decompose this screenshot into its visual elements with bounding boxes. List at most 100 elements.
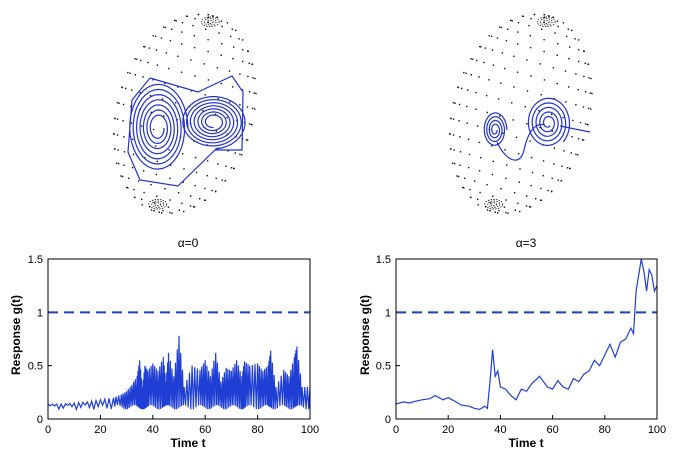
sphere-dot xyxy=(194,75,196,77)
sphere-dot xyxy=(543,21,545,24)
sphere-dot xyxy=(204,199,206,201)
sphere-pole-ring xyxy=(490,202,498,207)
sphere-dot xyxy=(127,71,129,74)
sphere-dot xyxy=(154,35,157,38)
sphere-dot xyxy=(524,106,526,108)
sphere-dot xyxy=(540,199,542,201)
sphere-dot xyxy=(169,177,171,180)
sphere-dot xyxy=(547,189,549,192)
sphere-dot xyxy=(553,97,555,100)
attractor-sphere-right xyxy=(449,13,593,214)
sphere-dot xyxy=(217,97,219,100)
sphere-dot xyxy=(459,151,462,153)
sphere-dot xyxy=(456,175,458,177)
sphere-dot xyxy=(577,60,580,63)
sphere-dot xyxy=(470,74,472,76)
response-series xyxy=(395,258,658,411)
sphere-dot xyxy=(169,39,172,42)
sphere-dot xyxy=(121,175,124,178)
sphere-dot xyxy=(194,184,196,187)
sphere-dot xyxy=(225,165,227,167)
sphere-dot xyxy=(221,179,223,181)
sphere-dot xyxy=(498,209,500,212)
sphere-dot xyxy=(497,212,499,214)
sphere-dot xyxy=(567,28,569,30)
sphere-dot xyxy=(541,28,543,30)
sphere-dot xyxy=(475,91,477,94)
sphere-dot xyxy=(557,179,559,181)
sphere-dot xyxy=(507,212,509,214)
sphere-dot xyxy=(528,24,530,27)
sphere-dot xyxy=(505,39,508,42)
sphere-dot xyxy=(168,67,170,70)
sphere-dot xyxy=(131,89,133,91)
sphere-dot xyxy=(452,134,455,136)
sphere-dot xyxy=(514,209,516,211)
sphere-dot xyxy=(539,126,541,129)
response-plot-alpha0: α=0 0 20 40 60 80 100 0 0.5 1 1.5 Time t Response… xyxy=(9,236,319,450)
sphere-dot xyxy=(254,108,256,110)
sphere-dot xyxy=(116,162,118,164)
x-axis-label: Time t xyxy=(170,436,205,450)
sphere-dot xyxy=(560,180,563,182)
sphere-dot xyxy=(255,92,257,95)
sphere-dot xyxy=(118,102,120,104)
sphere-dot xyxy=(543,79,546,81)
sphere-dot xyxy=(235,29,237,31)
sphere-dot xyxy=(238,38,240,40)
sphere-dot xyxy=(491,145,493,147)
sphere-pole-ring xyxy=(539,18,553,26)
sphere-dot xyxy=(175,20,177,22)
sphere-dot xyxy=(163,26,165,28)
sphere-dot xyxy=(150,209,153,211)
sphere-dot xyxy=(160,37,163,39)
sphere-dot xyxy=(197,13,200,16)
sphere-dot xyxy=(486,111,488,114)
sphere-pole-ring xyxy=(200,16,220,28)
sphere-dot xyxy=(131,138,134,140)
sphere-dot xyxy=(587,107,590,110)
sphere-dot xyxy=(513,55,515,57)
sphere-dot xyxy=(163,115,165,117)
sphere-dot xyxy=(578,49,580,51)
sphere-dot xyxy=(510,19,512,21)
sphere-dot xyxy=(543,14,545,16)
x-tick-label: 40 xyxy=(494,424,506,436)
sphere-dot xyxy=(517,153,520,155)
sphere-dot xyxy=(204,94,206,96)
sphere-dot xyxy=(469,188,471,191)
sphere-dot xyxy=(583,75,585,78)
sphere-dot xyxy=(459,136,461,138)
sphere-dot xyxy=(148,47,150,49)
sphere-dot xyxy=(251,63,254,65)
response-plot-alpha3: α=3 0 20 40 60 80 100 0 0.5 1 1.5 Time t Response… xyxy=(358,236,666,450)
sphere-dot xyxy=(211,15,214,17)
sphere-dot xyxy=(251,124,253,126)
sphere-dot xyxy=(557,43,559,45)
sphere-dot xyxy=(235,136,237,138)
sphere-dot xyxy=(177,192,180,194)
sphere-dot xyxy=(153,202,156,204)
sphere-dot xyxy=(216,16,219,18)
sphere-dot xyxy=(241,154,243,156)
sphere-dot xyxy=(497,98,500,100)
sphere-dot xyxy=(568,86,570,88)
sphere-dot xyxy=(530,75,532,77)
sphere-dot xyxy=(543,50,545,53)
sphere-dot xyxy=(582,106,585,108)
sphere-dot xyxy=(518,181,520,183)
sphere-dot xyxy=(122,120,124,122)
sphere-dot xyxy=(561,165,563,167)
sphere-dot xyxy=(193,206,196,208)
y-axis-label: Response g(t) xyxy=(358,295,372,375)
sphere-dot xyxy=(185,15,188,17)
sphere-dot xyxy=(142,170,145,172)
sphere-dot xyxy=(247,75,249,78)
tick-group: 0 20 40 60 80 100 0 0.5 1 1.5 xyxy=(28,254,319,436)
sphere-dot xyxy=(161,212,163,214)
sphere-dot xyxy=(566,35,568,38)
sphere-dot xyxy=(239,153,241,156)
sphere-dot xyxy=(582,139,585,141)
sphere-dot xyxy=(221,25,223,28)
